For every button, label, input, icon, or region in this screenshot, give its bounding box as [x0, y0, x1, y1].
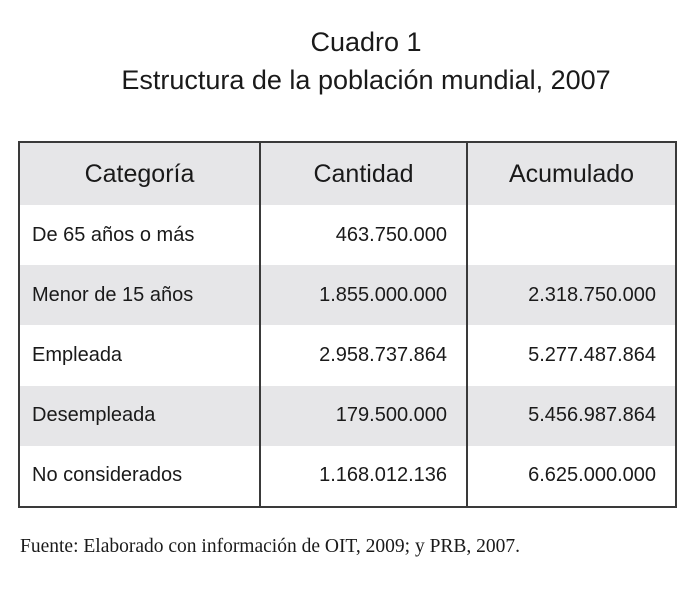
cell-categoria: Desempleada	[20, 385, 261, 446]
header-categoria: Categoría	[20, 143, 261, 205]
cell-acumulado: 5.456.987.864	[528, 404, 656, 427]
cell-categoria: De 65 años o más	[20, 205, 261, 266]
table-row: Empleada 2.958.737.864 5.277.487.864	[20, 325, 675, 386]
cell-acumulado: 6.625.000.000	[528, 464, 656, 487]
table-row: De 65 años o más 463.750.000	[20, 205, 675, 266]
population-table: Categoría Cantidad Acumulado De 65 años …	[18, 141, 677, 508]
cell-categoria: No considerados	[20, 445, 261, 506]
table-row: Desempleada 179.500.000 5.456.987.864	[20, 385, 675, 446]
table-row: Menor de 15 años 1.855.000.000 2.318.750…	[20, 265, 675, 326]
cell-cantidad: 2.958.737.864	[260, 325, 468, 386]
header-cantidad: Cantidad	[260, 143, 468, 205]
cell-categoria: Empleada	[20, 325, 261, 386]
table-caption: Estructura de la población mundial, 2007	[121, 65, 611, 95]
population-structure-table: Categoría Cantidad Acumulado De 65 años …	[20, 143, 675, 506]
cell-acumulado: 5.277.487.864	[528, 343, 656, 366]
cell-cantidad: 1.168.012.136	[260, 445, 468, 506]
table-number: Cuadro 1	[310, 27, 422, 57]
cell-acumulado	[467, 205, 675, 265]
header-row: Categoría Cantidad Acumulado	[20, 143, 675, 205]
cell-cantidad: 463.750.000	[260, 205, 468, 266]
table-row: No considerados 1.168.012.136 6.625.000.…	[20, 445, 675, 506]
cell-cantidad: 179.500.000	[260, 385, 468, 446]
source-note: Fuente: Elaborado con información de OIT…	[20, 536, 521, 557]
cell-cantidad: 1.855.000.000	[260, 265, 468, 326]
cell-acumulado: 2.318.750.000	[528, 283, 656, 306]
cell-categoria: Menor de 15 años	[20, 265, 261, 326]
header-acumulado: Acumulado	[508, 159, 635, 188]
